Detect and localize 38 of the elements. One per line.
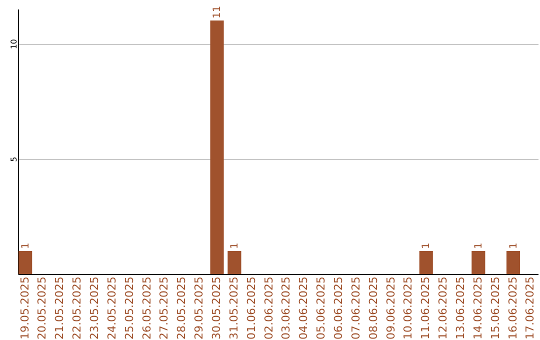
x-tick-label: 02.06.2025 [262, 276, 276, 340]
x-tick-label: 11.06.2025 [419, 276, 432, 340]
x-tick-label: 31.05.2025 [227, 276, 240, 340]
x-tick-label: 28.05.2025 [175, 276, 188, 340]
x-tick-label: 30.05.2025 [210, 276, 224, 340]
x-tick-label: 20.05.2025 [36, 276, 49, 340]
x-tick-label: 12.06.2025 [436, 276, 450, 340]
x-tick-label: 15.06.2025 [488, 276, 502, 340]
x-tick-label: 27.05.2025 [158, 276, 171, 340]
x-tick-label: 08.06.2025 [366, 276, 380, 340]
data-label: 11 [212, 6, 224, 19]
data-label: 1 [421, 242, 432, 249]
x-tick-label: 05.06.2025 [314, 276, 328, 340]
x-tick-label: 06.06.2025 [332, 276, 345, 340]
data-label: 1 [473, 242, 484, 249]
x-tick-label: 03.06.2025 [280, 276, 293, 340]
x-tick-label: 14.06.2025 [471, 276, 484, 340]
x-tick-label: 23.05.2025 [88, 276, 102, 340]
x-tick-label: 26.05.2025 [140, 276, 154, 340]
x-tick-label: 17.06.2025 [524, 276, 537, 340]
data-label: 1 [508, 242, 520, 249]
data-label: 1 [229, 242, 240, 249]
x-tick-label: 19.05.2025 [18, 276, 32, 340]
x-tick-label: 10.06.2025 [402, 276, 415, 340]
data-label: 1 [20, 242, 32, 249]
x-tick-label: 04.06.2025 [297, 276, 310, 340]
y-tick-label: 10 [10, 38, 18, 50]
x-tick-label: 25.05.2025 [122, 276, 136, 340]
x-tick-label: 01.06.2025 [244, 276, 258, 340]
x-tick-label: 07.06.2025 [349, 276, 362, 340]
x-tick-label: 21.05.2025 [53, 276, 66, 340]
x-tick-label: 09.06.2025 [384, 276, 398, 340]
x-tick-label: 22.05.2025 [70, 276, 84, 340]
y-tick-label: 5 [10, 156, 18, 162]
x-tick-label: 29.05.2025 [192, 276, 206, 340]
x-tick-label: 16.06.2025 [506, 276, 520, 340]
x-tick-label: 13.06.2025 [454, 276, 467, 340]
x-tick-label: 24.05.2025 [105, 276, 118, 340]
